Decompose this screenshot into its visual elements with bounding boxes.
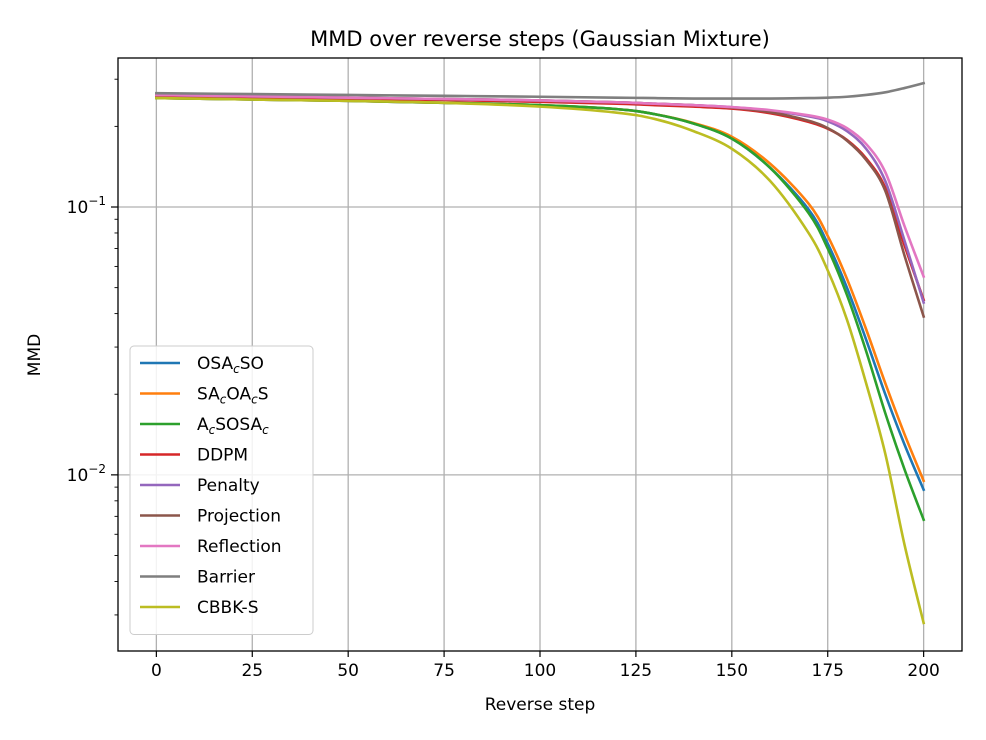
legend-label-osa-cso: OSAcSO (197, 354, 264, 376)
x-axis-ticks: 0 25 50 75 100 125 150 175 200 (151, 651, 940, 681)
y-axis-label: MMD (25, 334, 45, 376)
legend: OSAcSO SAcOAcS AcSOSAc DDPM Penalty Projectio… (129, 345, 314, 635)
y-tick-label: 10−1 (67, 194, 106, 218)
series-line-barrier (155, 81, 926, 100)
x-tick-label: 175 (812, 661, 844, 681)
chart-title: MMD over reverse steps (Gaussian Mixture… (310, 27, 770, 51)
legend-label-projection: Projection (197, 507, 281, 527)
legend-label-penalty: Penalty (197, 476, 260, 496)
legend-label-a-csosa-c: AcSOSAc (197, 415, 269, 437)
x-tick-label: 200 (907, 661, 939, 681)
legend-label-ddpm: DDPM (197, 446, 248, 466)
y-tick-label: 10−2 (67, 462, 106, 486)
legend-label-sa-coa-cs: SAcOAcS (197, 385, 268, 407)
x-tick-label: 50 (337, 661, 359, 681)
x-tick-label: 0 (151, 661, 162, 681)
legend-label-reflection: Reflection (197, 537, 282, 557)
legend-box (129, 345, 314, 635)
x-tick-label: 150 (716, 661, 748, 681)
series-group (155, 81, 926, 625)
x-tick-label: 125 (620, 661, 652, 681)
x-tick-label: 75 (433, 661, 455, 681)
series-line-cbbk-s (155, 96, 926, 625)
legend-label-barrier: Barrier (197, 568, 255, 588)
y-axis-ticks: 10−1 10−2 (67, 78, 118, 616)
x-axis-label: Reverse step (485, 695, 596, 715)
legend-label-cbbk-s: CBBK-S (197, 598, 258, 618)
series-line-reflection (155, 93, 926, 279)
x-tick-label: 100 (524, 661, 556, 681)
x-tick-label: 25 (241, 661, 263, 681)
